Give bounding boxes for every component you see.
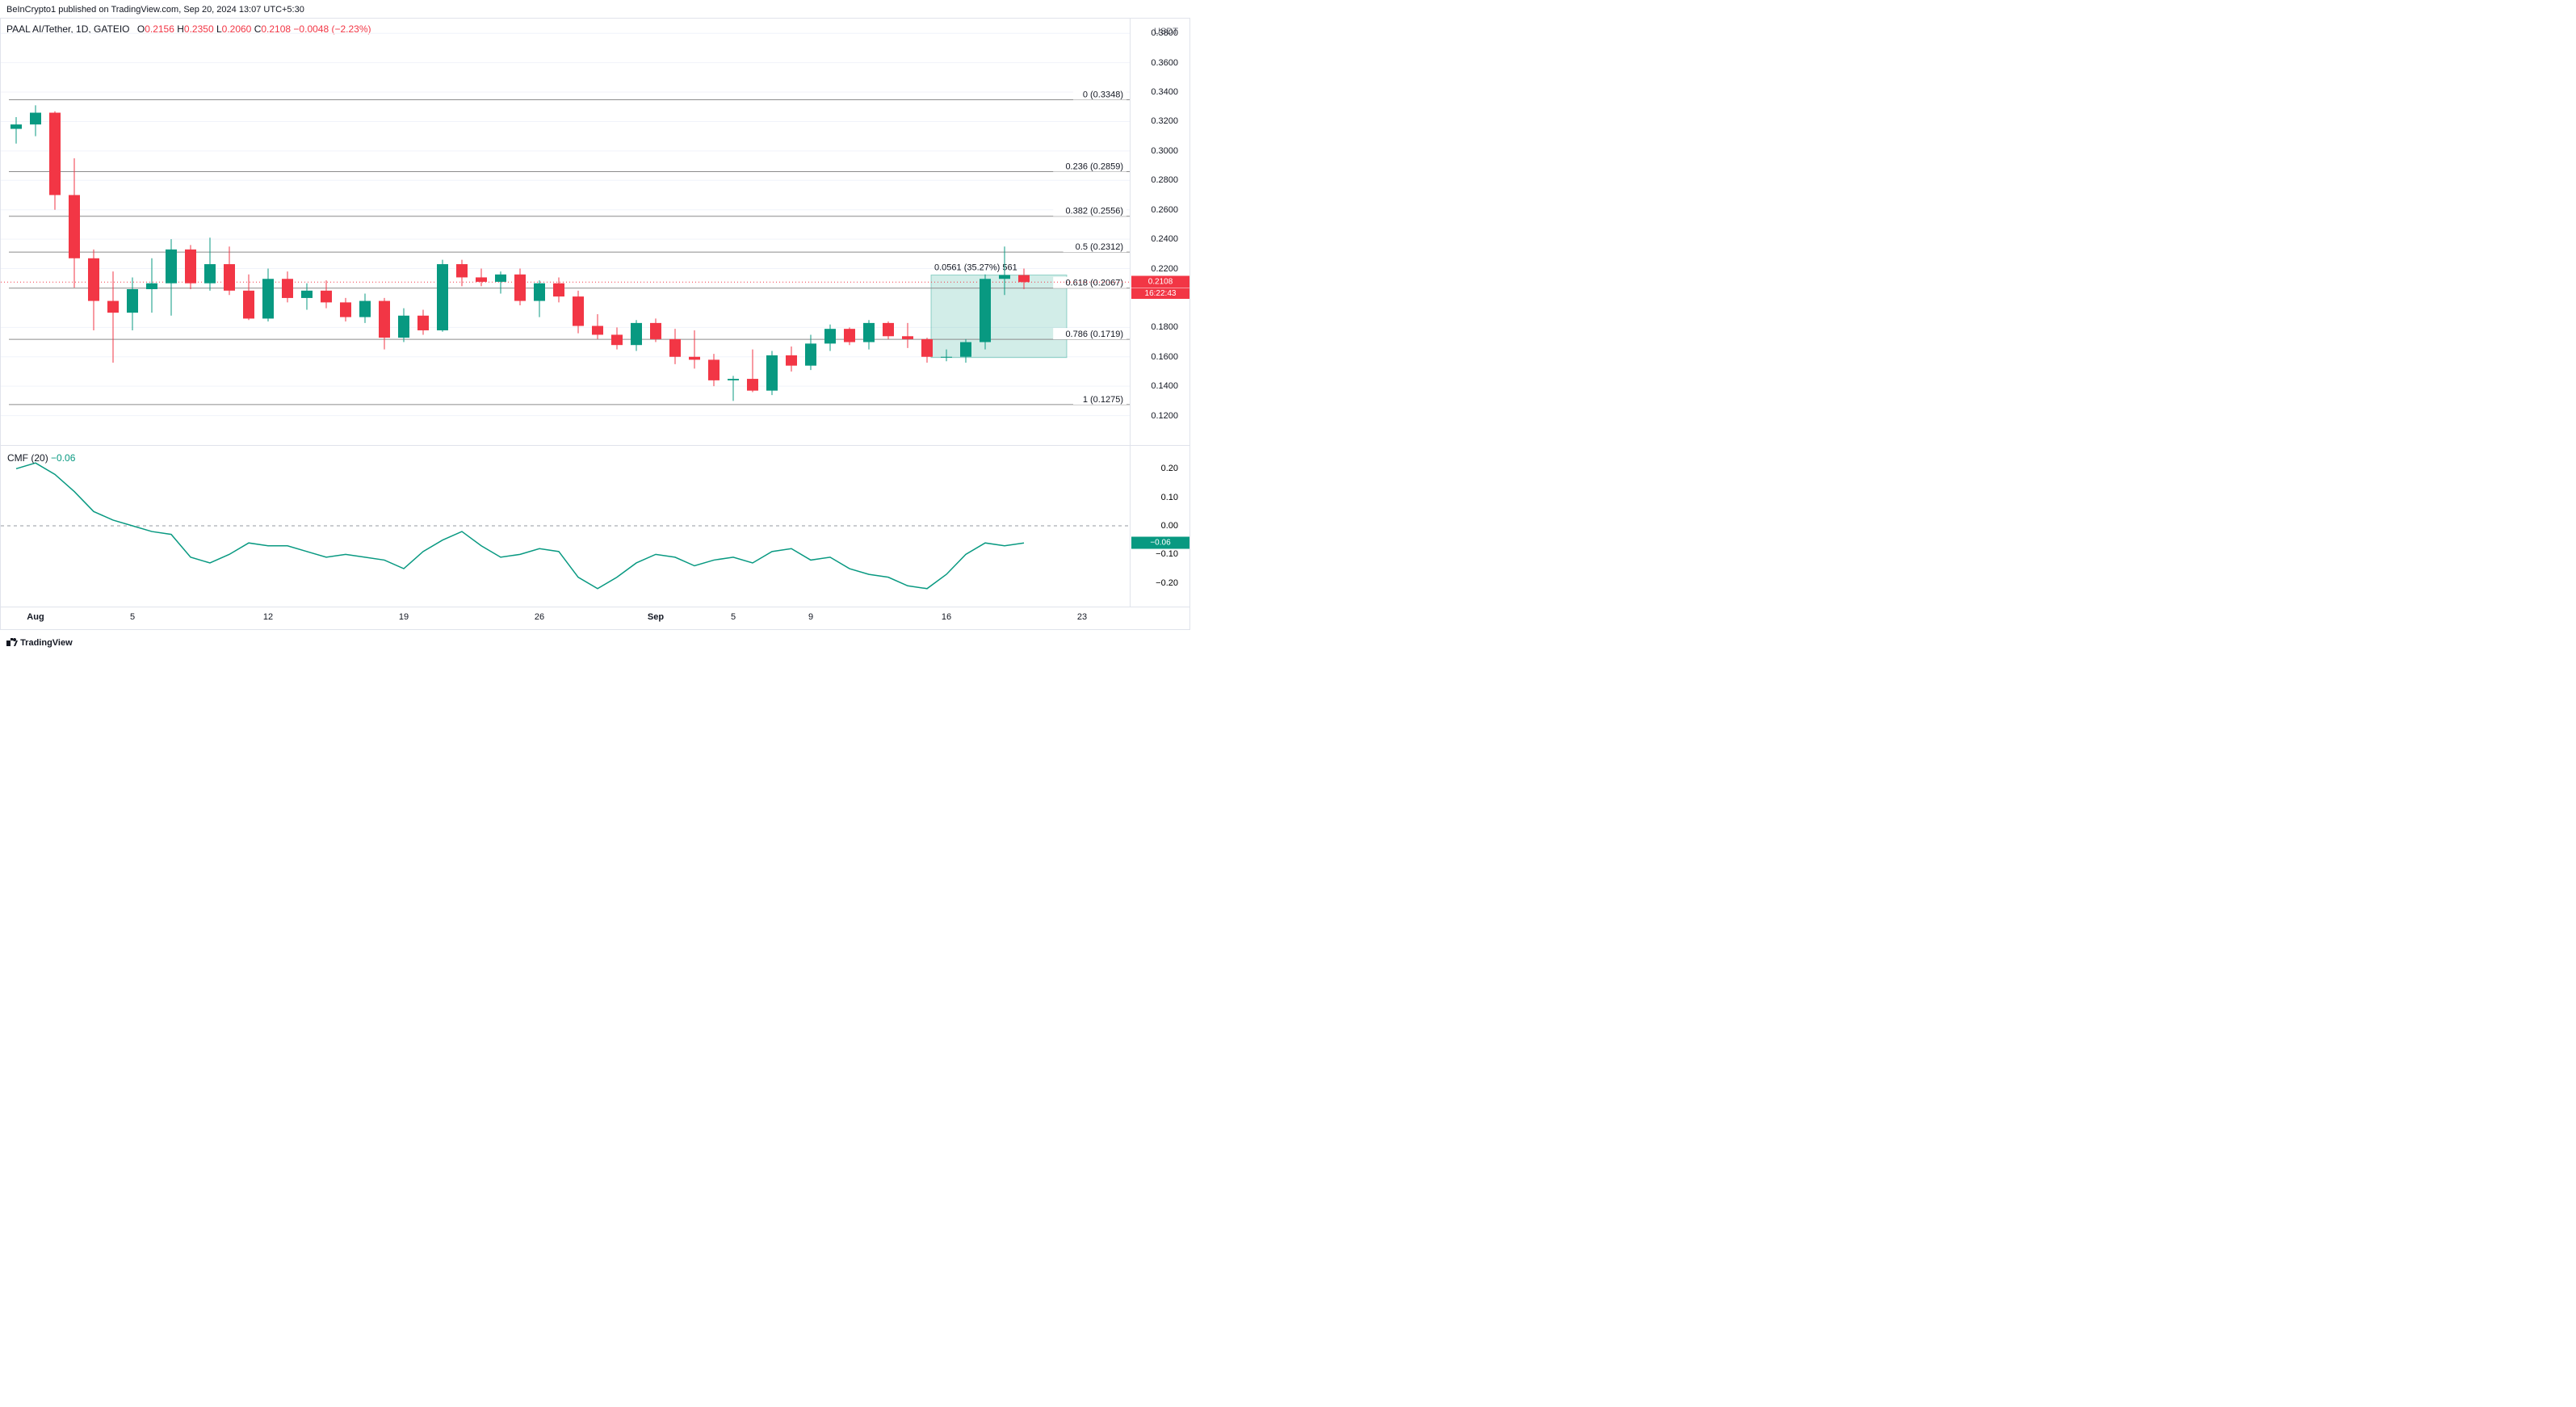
price-tick: 0.2400	[1151, 234, 1178, 244]
time-tick: 23	[1077, 612, 1087, 622]
svg-text:0.5 (0.2312): 0.5 (0.2312)	[1076, 242, 1123, 252]
svg-text:1 (0.1275): 1 (0.1275)	[1083, 395, 1123, 405]
price-tick: 0.2200	[1151, 264, 1178, 274]
price-tick: 0.3200	[1151, 116, 1178, 126]
indicator-axis[interactable]: 0.20 0.10 0.00 −0.10 −0.20 −0.06	[1131, 446, 1190, 607]
price-tick: 0.1800	[1151, 322, 1178, 332]
indicator-tick: 0.00	[1161, 521, 1178, 531]
time-tick: 9	[808, 612, 813, 622]
close-price-tag: 0.2108	[1131, 276, 1189, 288]
time-tick: Aug	[27, 612, 44, 622]
svg-text:0.382 (0.2556): 0.382 (0.2556)	[1065, 207, 1123, 216]
indicator-value: −0.06	[51, 452, 75, 464]
indicator-tick: −0.10	[1156, 549, 1178, 559]
svg-text:0.236 (0.2859): 0.236 (0.2859)	[1065, 162, 1123, 172]
price-tick: 0.3600	[1151, 58, 1178, 68]
svg-text:0 (0.3348): 0 (0.3348)	[1083, 90, 1123, 100]
indicator-header: CMF (20) −0.06	[7, 452, 75, 464]
svg-text:0.786 (0.1719): 0.786 (0.1719)	[1065, 330, 1123, 339]
price-tick: 0.1200	[1151, 411, 1178, 421]
time-tick: 5	[731, 612, 736, 622]
price-tick: 0.2600	[1151, 205, 1178, 215]
time-tick: 16	[942, 612, 951, 622]
price-tick: 0.3000	[1151, 146, 1178, 156]
price-tick: 0.1600	[1151, 352, 1178, 362]
price-tick: 0.1400	[1151, 381, 1178, 391]
footer-text: TradingView	[20, 638, 73, 648]
indicator-period: (20)	[31, 452, 48, 464]
time-tick: 12	[263, 612, 273, 622]
price-tick: 0.3400	[1151, 87, 1178, 97]
price-axis[interactable]: USDT 0.38000.36000.34000.32000.30000.280…	[1131, 18, 1190, 446]
svg-text:0.618 (0.2067): 0.618 (0.2067)	[1065, 279, 1123, 288]
indicator-name: CMF	[7, 452, 28, 464]
price-tick: 0.2800	[1151, 175, 1178, 185]
indicator-tick: 0.20	[1161, 464, 1178, 473]
indicator-area[interactable]: CMF (20) −0.06	[0, 446, 1131, 607]
main-chart-area[interactable]: 0.0561 (35.27%) 5610 (0.3348)0.236 (0.28…	[0, 18, 1131, 446]
price-tick: 0.3800	[1151, 28, 1178, 38]
time-tick: Sep	[648, 612, 664, 622]
time-tick: 19	[399, 612, 409, 622]
indicator-tick: 0.10	[1161, 493, 1178, 502]
attribution-text: BeInCrypto1 published on TradingView.com…	[6, 5, 304, 15]
time-axis[interactable]: Aug 5 12 19 26 Sep 5 9 16 23	[0, 607, 1190, 630]
indicator-tag: −0.06	[1131, 537, 1189, 549]
indicator-tick: −0.20	[1156, 578, 1178, 588]
time-tick: 26	[535, 612, 544, 622]
time-tick: 5	[130, 612, 135, 622]
tradingview-logo: TradingView	[6, 638, 73, 648]
bar-countdown: 16:22:43	[1131, 288, 1189, 299]
